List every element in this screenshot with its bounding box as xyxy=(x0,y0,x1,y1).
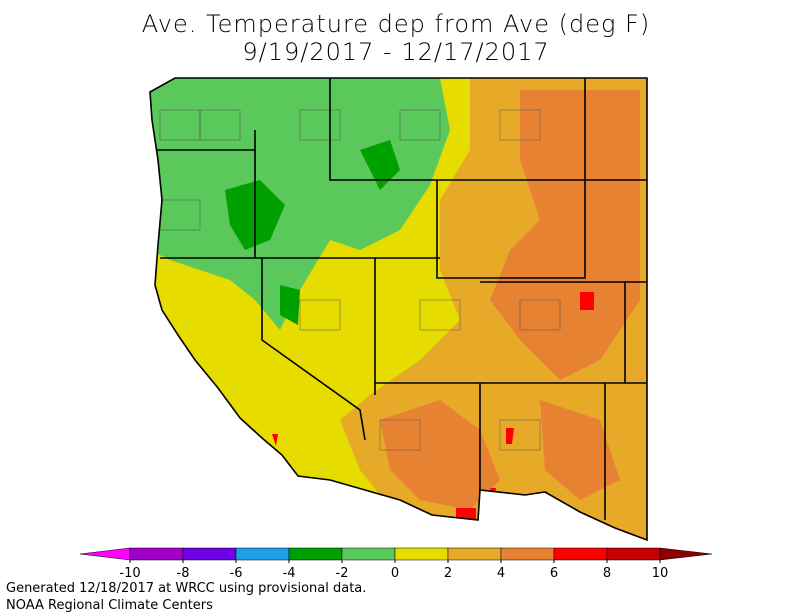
footer-line: Generated 12/18/2017 at WRCC using provi… xyxy=(6,581,366,596)
region-4-6 xyxy=(380,90,640,510)
legend-tick-label: 4 xyxy=(497,566,505,581)
legend-swatch xyxy=(129,547,184,561)
legend-tick-label: -2 xyxy=(336,566,349,581)
legend-swatch xyxy=(447,547,502,561)
legend-tick-label: -8 xyxy=(177,566,190,581)
legend-tick-label: 2 xyxy=(444,566,452,581)
title: Ave. Temperature dep from Ave (deg F) xyxy=(142,10,650,38)
subtitle: 9/19/2017 - 12/17/2017 xyxy=(242,38,549,66)
region-neg4-neg2 xyxy=(225,140,400,325)
legend-tick-label: 0 xyxy=(391,566,399,581)
legend-swatch xyxy=(553,547,608,561)
map xyxy=(150,78,647,540)
legend-swatch xyxy=(235,547,290,561)
legend-tick-label: -4 xyxy=(283,566,296,581)
legend-tick-label: 6 xyxy=(550,566,558,581)
state-borders xyxy=(150,78,647,520)
legend-tick-label: -6 xyxy=(230,566,243,581)
region-neg2-0 xyxy=(150,78,450,330)
legend-swatch xyxy=(500,547,555,561)
county-lines xyxy=(159,109,561,451)
legend-swatch xyxy=(341,547,396,561)
legend-swatch xyxy=(394,547,449,561)
legend: -10 -8 -6 -4 -2 0 2 4 6 8 10 xyxy=(79,547,713,581)
legend-tick-label: 8 xyxy=(603,566,611,581)
legend-swatch xyxy=(182,547,237,561)
footer-line: NOAA Regional Climate Centers xyxy=(6,598,213,612)
legend-tick-label: -10 xyxy=(119,566,140,581)
legend-swatch xyxy=(606,547,661,561)
legend-swatch xyxy=(288,547,343,561)
legend-tick-label: 10 xyxy=(652,566,669,581)
